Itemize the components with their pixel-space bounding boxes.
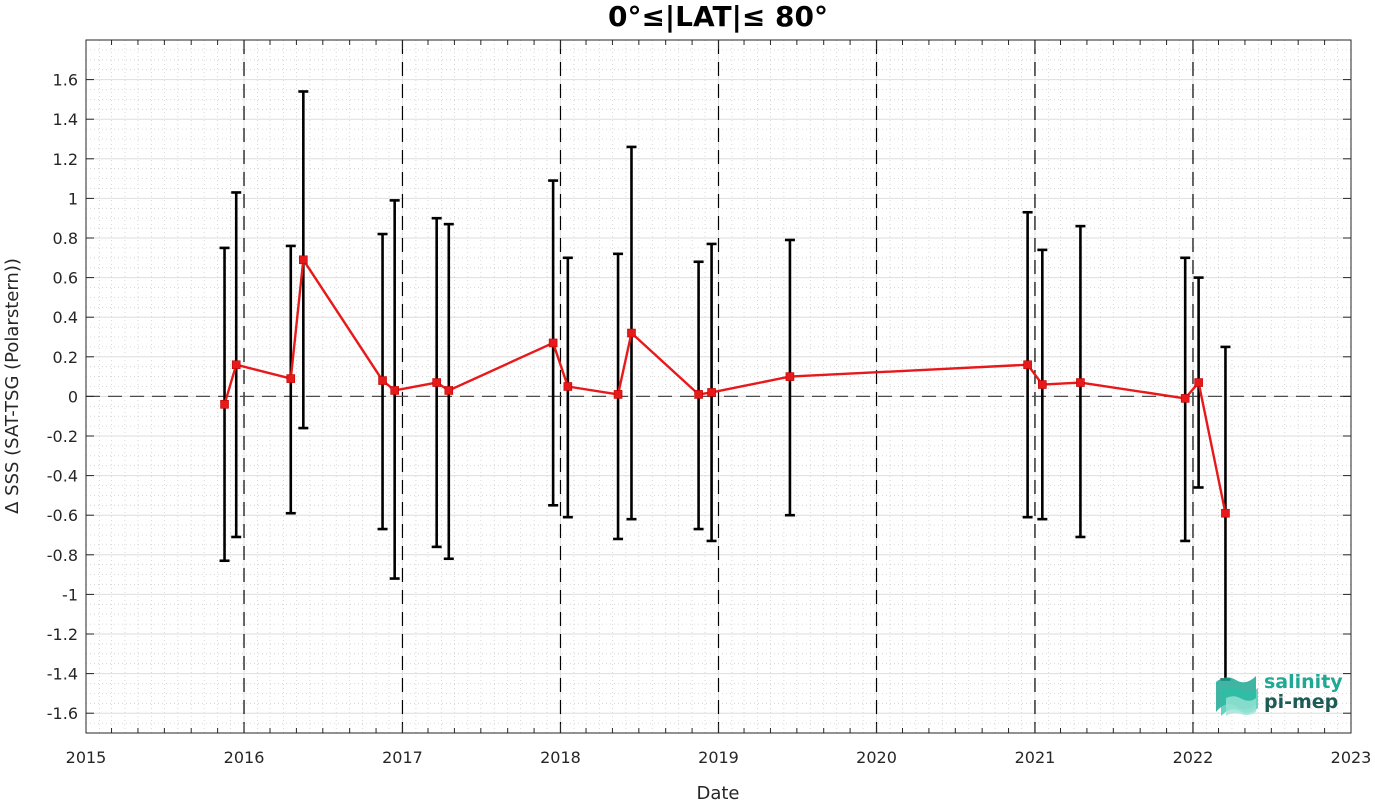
- y-tick-label: 0.6: [53, 269, 78, 288]
- data-point: [1038, 380, 1047, 389]
- x-tick-label: 2019: [698, 748, 739, 767]
- salinity-pi-mep-logo: salinity pi-mep: [1216, 671, 1343, 716]
- data-point: [627, 328, 636, 338]
- y-tick-label: 1: [68, 189, 78, 208]
- x-tick-label: 2017: [382, 748, 423, 767]
- data-point: [1076, 378, 1085, 387]
- axis-ticks: [85, 40, 1352, 733]
- y-tick-label: -1.4: [47, 665, 78, 684]
- y-tick-label: -0.4: [47, 467, 78, 486]
- data-point: [785, 372, 795, 381]
- y-axis-title: Δ SSS (SAT-TSG (Polarstern)): [2, 258, 23, 514]
- y-tick-label: -1.2: [47, 625, 78, 644]
- data-point: [220, 400, 229, 409]
- x-tick-label: 2022: [1173, 748, 1214, 767]
- y-tick-label: 0.4: [53, 308, 78, 327]
- y-tick-label: -0.2: [47, 427, 78, 446]
- data-point: [613, 390, 623, 399]
- y-tick-label: 0.2: [53, 348, 78, 367]
- data-point: [694, 390, 703, 399]
- data-point: [707, 388, 716, 397]
- data-point: [432, 378, 441, 387]
- x-tick-label: 2018: [540, 748, 581, 767]
- x-tick-label: 2015: [66, 748, 107, 767]
- x-tick-label: 2016: [224, 748, 265, 767]
- y-tick-label: -0.8: [47, 546, 78, 565]
- x-tick-label: 2023: [1331, 748, 1372, 767]
- data-point: [548, 338, 558, 348]
- y-tick-label: -1.6: [47, 704, 78, 723]
- y-tick-labels: -1.6 -1.4 -1.2 -1 -0.8 -0.6 -0.4 -0.2 0 0.2 0.4 0.6…: [47, 71, 78, 724]
- y-tick-label: 0: [68, 387, 78, 406]
- data-point: [299, 255, 308, 265]
- data-point: [1180, 394, 1190, 403]
- data-point: [563, 382, 573, 391]
- year-dashed-lines: [243, 40, 1194, 733]
- data-point: [390, 386, 399, 395]
- y-tick-label: 1.2: [53, 150, 78, 169]
- x-axis-title: Date: [696, 783, 739, 801]
- y-tick-label: 0.8: [53, 229, 78, 248]
- chart-title: 0°≤|LAT|≤ 80°: [608, 0, 828, 33]
- x-tick-label: 2020: [856, 748, 897, 767]
- data-point: [378, 376, 387, 385]
- data-point: [1023, 360, 1032, 370]
- data-point: [1194, 378, 1203, 387]
- data-point: [444, 386, 454, 395]
- data-point: [1221, 508, 1230, 518]
- y-tick-label: 1.4: [53, 110, 78, 129]
- y-tick-label: -0.6: [47, 506, 78, 525]
- logo-waves-icon: [1216, 676, 1258, 716]
- y-tick-label: 1.6: [53, 71, 78, 90]
- x-tick-label: 2021: [1015, 748, 1056, 767]
- data-point: [231, 360, 241, 370]
- y-tick-label: -1: [62, 585, 78, 604]
- data-point: [286, 374, 296, 383]
- logo-text-pi-mep: pi-mep: [1264, 691, 1338, 713]
- logo-text-salinity: salinity: [1264, 671, 1343, 693]
- series-markers: [220, 255, 1230, 518]
- x-tick-labels: 2015 2016 2017 2018 2019 2020 2021 2022 2023: [66, 748, 1372, 767]
